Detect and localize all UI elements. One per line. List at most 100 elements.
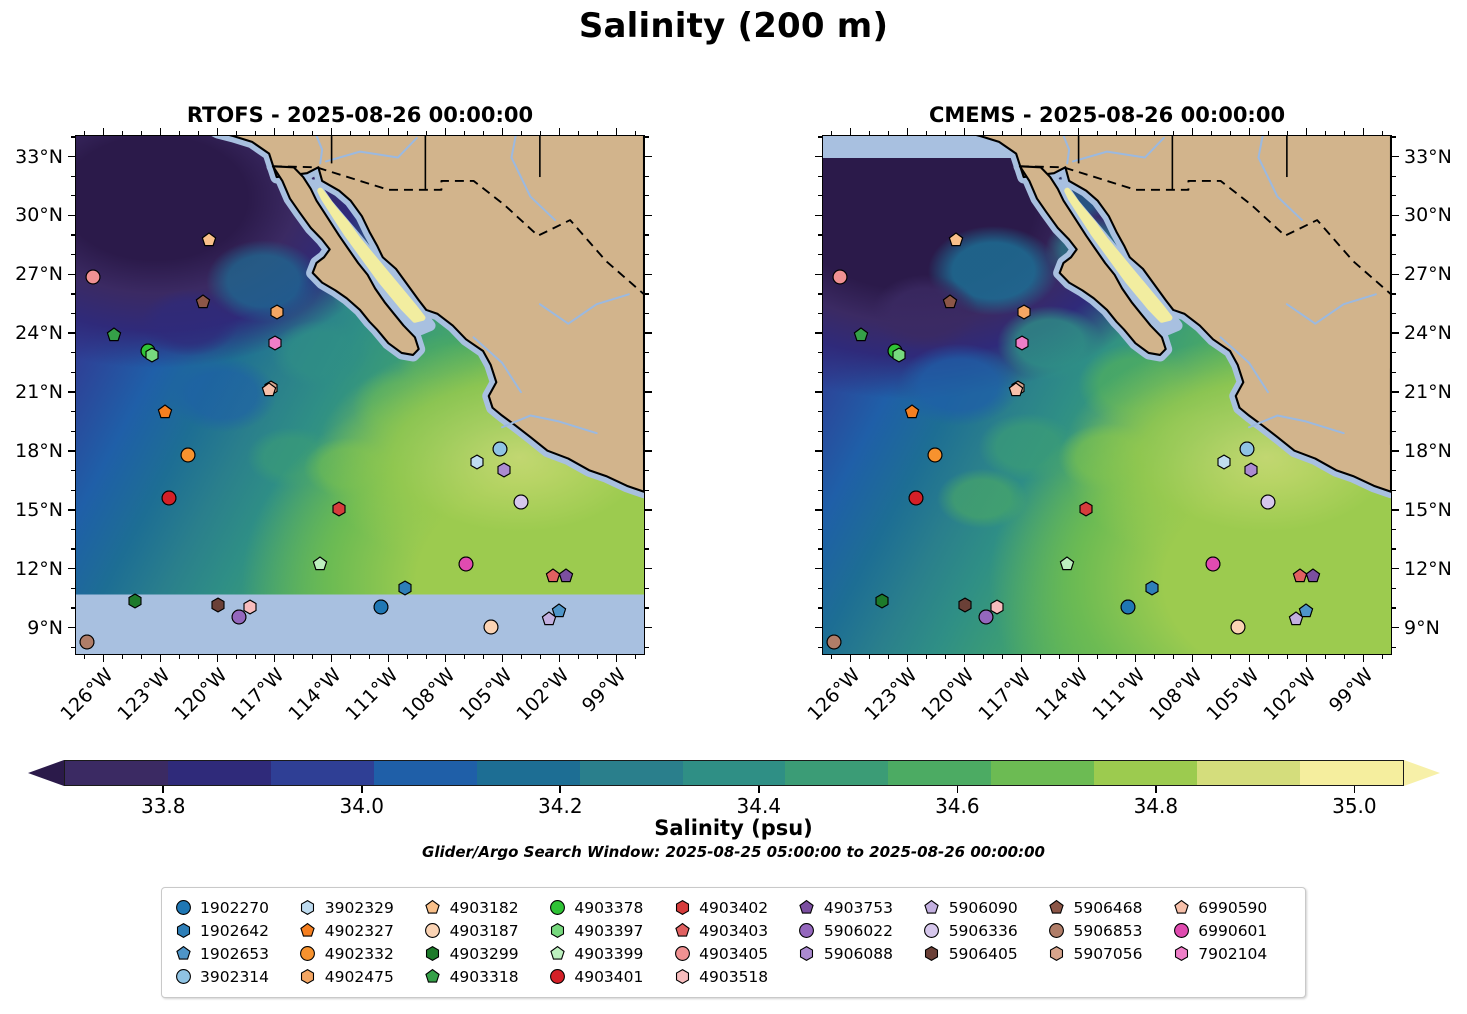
legend-item[interactable]: 4903399 bbox=[546, 942, 671, 965]
float-marker[interactable] bbox=[313, 556, 328, 572]
float-marker[interactable] bbox=[243, 599, 258, 615]
legend-item[interactable]: 4903403 bbox=[671, 919, 796, 942]
legend-item[interactable]: 4903378 bbox=[546, 896, 671, 919]
float-marker[interactable] bbox=[874, 593, 889, 609]
float-marker[interactable] bbox=[559, 568, 574, 583]
legend-item[interactable]: 5906405 bbox=[921, 942, 1046, 965]
legend-item[interactable]: 5906088 bbox=[796, 942, 921, 965]
legend-item[interactable]: 4903753 bbox=[796, 896, 921, 919]
legend-item[interactable]: 5907056 bbox=[1045, 942, 1170, 965]
map-cmems[interactable] bbox=[822, 135, 1392, 655]
float-marker[interactable] bbox=[904, 404, 920, 419]
float-marker[interactable] bbox=[1205, 556, 1221, 572]
float-marker[interactable] bbox=[211, 597, 226, 613]
float-marker[interactable] bbox=[261, 382, 277, 398]
float-marker[interactable] bbox=[106, 327, 122, 343]
legend-item[interactable]: 4902327 bbox=[297, 919, 422, 942]
float-marker[interactable] bbox=[1230, 619, 1246, 635]
legend-item[interactable]: 5906090 bbox=[921, 896, 1046, 919]
legend-item[interactable]: 1902270 bbox=[172, 896, 297, 919]
float-marker[interactable] bbox=[978, 609, 994, 625]
legend-item[interactable]: 5906853 bbox=[1045, 919, 1170, 942]
legend-item[interactable]: 5906468 bbox=[1045, 896, 1170, 919]
float-marker[interactable] bbox=[927, 447, 943, 463]
map-rtofs[interactable] bbox=[75, 135, 645, 655]
float-marker[interactable] bbox=[180, 447, 196, 463]
float-marker[interactable] bbox=[1289, 611, 1304, 626]
lon-tick-minor-top bbox=[1286, 131, 1289, 135]
float-marker[interactable] bbox=[1292, 568, 1308, 583]
float-marker[interactable] bbox=[1243, 462, 1258, 478]
legend-item[interactable]: 4902475 bbox=[297, 965, 422, 988]
float-marker[interactable] bbox=[832, 269, 848, 285]
legend-item[interactable]: 4903402 bbox=[671, 896, 796, 919]
float-marker[interactable] bbox=[492, 441, 508, 457]
legend-item[interactable]: 4903187 bbox=[422, 919, 547, 942]
float-marker[interactable] bbox=[1060, 556, 1075, 572]
legend-item[interactable]: 1902653 bbox=[172, 942, 297, 965]
float-marker[interactable] bbox=[267, 335, 282, 351]
float-marker[interactable] bbox=[157, 404, 173, 419]
legend-item[interactable]: 4903405 bbox=[671, 942, 796, 965]
legend-item[interactable]: 7902104 bbox=[1170, 942, 1295, 965]
float-marker[interactable] bbox=[551, 603, 567, 618]
legend-column: 6990590 6990601 7902104 bbox=[1170, 896, 1295, 988]
colorbar[interactable]: 33.8 34.0 34.2 34.4 34.6 34.8 35.0 bbox=[28, 760, 1440, 818]
float-marker[interactable] bbox=[269, 304, 284, 320]
float-marker[interactable] bbox=[398, 579, 413, 596]
legend-item[interactable]: 4903518 bbox=[671, 965, 796, 988]
legend-item[interactable]: 1902642 bbox=[172, 919, 297, 942]
float-marker[interactable] bbox=[1145, 579, 1160, 596]
float-marker[interactable] bbox=[990, 599, 1005, 615]
float-marker[interactable] bbox=[542, 611, 557, 626]
legend-item[interactable]: 3902329 bbox=[297, 896, 422, 919]
float-marker[interactable] bbox=[85, 269, 101, 285]
float-marker[interactable] bbox=[1016, 304, 1031, 320]
legend-item[interactable]: 4903397 bbox=[546, 919, 671, 942]
float-marker[interactable] bbox=[1239, 441, 1255, 457]
legend-item[interactable]: 6990590 bbox=[1170, 896, 1295, 919]
legend-item[interactable]: 4903401 bbox=[546, 965, 671, 988]
float-marker[interactable] bbox=[127, 593, 142, 609]
float-marker[interactable] bbox=[908, 490, 924, 506]
float-marker[interactable] bbox=[826, 634, 842, 650]
float-marker[interactable] bbox=[470, 454, 485, 470]
float-marker[interactable] bbox=[948, 232, 963, 247]
float-marker[interactable] bbox=[958, 597, 973, 613]
float-marker[interactable] bbox=[545, 568, 561, 583]
float-marker[interactable] bbox=[161, 490, 177, 506]
legend-item[interactable]: 5906022 bbox=[796, 919, 921, 942]
legend-item[interactable]: 5906336 bbox=[921, 919, 1046, 942]
legend-item[interactable]: 4902332 bbox=[297, 942, 422, 965]
float-marker[interactable] bbox=[1260, 494, 1276, 509]
float-marker[interactable] bbox=[1014, 335, 1029, 351]
float-marker[interactable] bbox=[496, 462, 511, 478]
float-marker[interactable] bbox=[1298, 603, 1314, 618]
float-marker[interactable] bbox=[1306, 568, 1321, 583]
float-marker[interactable] bbox=[201, 232, 216, 247]
legend-item[interactable]: 4903182 bbox=[422, 896, 547, 919]
float-marker[interactable] bbox=[1008, 382, 1024, 398]
float-marker[interactable] bbox=[1120, 599, 1136, 615]
legend-item[interactable]: 4903299 bbox=[422, 942, 547, 965]
float-marker[interactable] bbox=[513, 494, 529, 509]
panel-cmems: CMEMS - 2025-08-26 00:00:00 bbox=[822, 103, 1392, 655]
float-marker[interactable] bbox=[853, 327, 869, 343]
float-marker[interactable] bbox=[332, 501, 347, 517]
float-marker[interactable] bbox=[483, 619, 499, 635]
float-marker[interactable] bbox=[458, 556, 474, 572]
legend-item[interactable]: 4903318 bbox=[422, 965, 547, 988]
float-marker[interactable] bbox=[231, 609, 247, 625]
float-marker[interactable] bbox=[144, 347, 159, 363]
float-marker[interactable] bbox=[373, 599, 389, 615]
float-legend[interactable]: 1902270 1902642 1902653 3902314 3902329 bbox=[161, 887, 1306, 998]
float-marker[interactable] bbox=[1217, 454, 1232, 470]
legend-item[interactable]: 6990601 bbox=[1170, 919, 1295, 942]
float-marker[interactable] bbox=[195, 294, 211, 310]
float-marker[interactable] bbox=[79, 634, 95, 650]
float-marker[interactable] bbox=[1079, 501, 1094, 517]
float-marker[interactable] bbox=[891, 347, 906, 363]
legend-item[interactable]: 3902314 bbox=[172, 965, 297, 988]
lon-tick-minor-top bbox=[463, 131, 466, 135]
float-marker[interactable] bbox=[942, 294, 958, 310]
